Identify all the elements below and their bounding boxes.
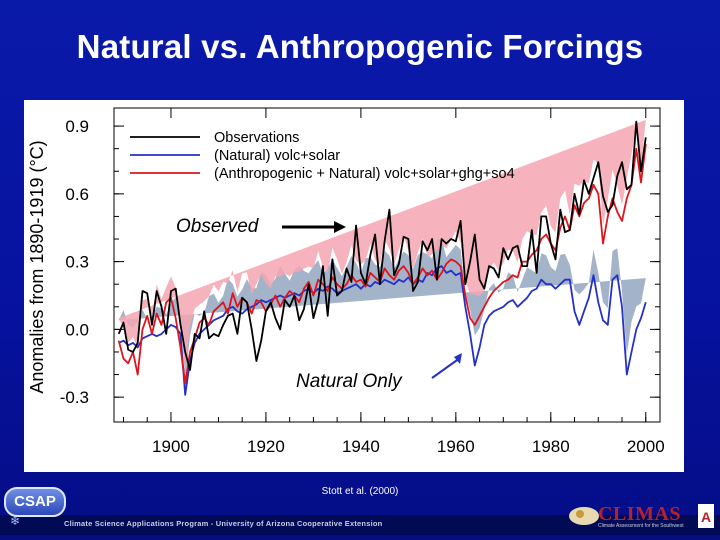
annotations: Observed Natural Only xyxy=(176,216,462,392)
annotation-natural-arrowhead xyxy=(454,353,462,364)
x-tick-label: 2000 xyxy=(627,437,665,456)
temperature-anomaly-chart: -0.3 0.0 0.3 0.6 0.9 1900 1920 1940 1960 1980 2000… xyxy=(27,107,665,456)
footer-program-text: Climate Science Applications Program - U… xyxy=(64,519,383,528)
x-tick-label: 1940 xyxy=(342,437,380,456)
footer-bar xyxy=(0,515,720,535)
annotation-natural-arrow xyxy=(431,357,461,379)
x-tick-label: 1980 xyxy=(532,437,570,456)
legend-observations-label: Observations xyxy=(214,130,299,146)
chart-panel: -0.3 0.0 0.3 0.6 0.9 1900 1920 1940 1960 1980 2000… xyxy=(24,100,684,472)
y-tick-label: 0.6 xyxy=(65,185,89,204)
series-lines xyxy=(117,120,647,396)
uncertainty-bands xyxy=(118,119,646,380)
axis-ticks: -0.3 0.0 0.3 0.6 0.9 1900 1920 1940 1960 1980 2000… xyxy=(27,108,665,456)
csap-logo: CSAP xyxy=(4,487,66,517)
annotation-observed: Observed xyxy=(176,216,260,237)
y-axis-title: Anomalies from 1890-1919 (°C) xyxy=(27,140,47,393)
y-tick-label: 0.0 xyxy=(65,320,89,339)
annotation-observed-arrowhead xyxy=(334,221,346,233)
y-tick-label: -0.3 xyxy=(60,388,89,407)
x-tick-label: 1920 xyxy=(247,437,285,456)
x-tick-label: 1960 xyxy=(437,437,475,456)
legend-anthropogenic-label: (Anthropogenic + Natural) volc+solar+ghg… xyxy=(214,166,515,182)
citation: Stott et al. (2000) xyxy=(321,486,399,497)
climas-tagline: Climate Assessment for the Southwest xyxy=(598,523,684,529)
sun-icon xyxy=(569,507,599,525)
legend-natural-label: (Natural) volc+solar xyxy=(214,148,340,164)
anthropogenic-range-band xyxy=(118,119,646,369)
ua-badge: A xyxy=(701,509,711,525)
y-tick-label: 0.9 xyxy=(65,117,89,136)
x-tick-label: 1900 xyxy=(152,437,190,456)
observations-line xyxy=(117,120,647,371)
plot-border xyxy=(113,107,661,423)
slide-title: Natural vs. Anthropogenic Forcings xyxy=(76,28,644,65)
snowflake-icon: ❄ xyxy=(10,514,21,528)
plot-frame xyxy=(113,107,661,423)
annotation-natural-only: Natural Only xyxy=(296,371,403,392)
y-tick-label: 0.3 xyxy=(65,253,89,272)
climas-logo-text: CLIMAS xyxy=(598,503,682,525)
legend: Observations (Natural) volc+solar (Anthrop… xyxy=(130,130,515,182)
climas-logo-graphic: A xyxy=(569,504,714,528)
